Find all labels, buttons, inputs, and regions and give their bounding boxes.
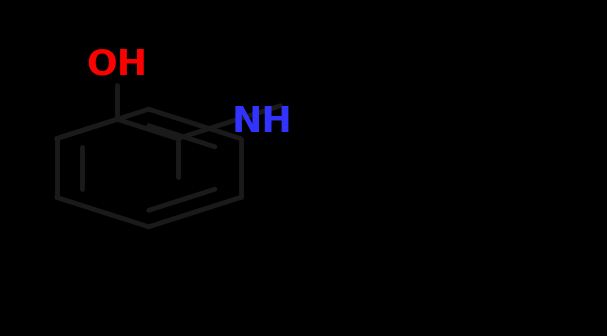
Text: OH: OH — [87, 47, 148, 81]
Text: NH: NH — [232, 105, 293, 139]
